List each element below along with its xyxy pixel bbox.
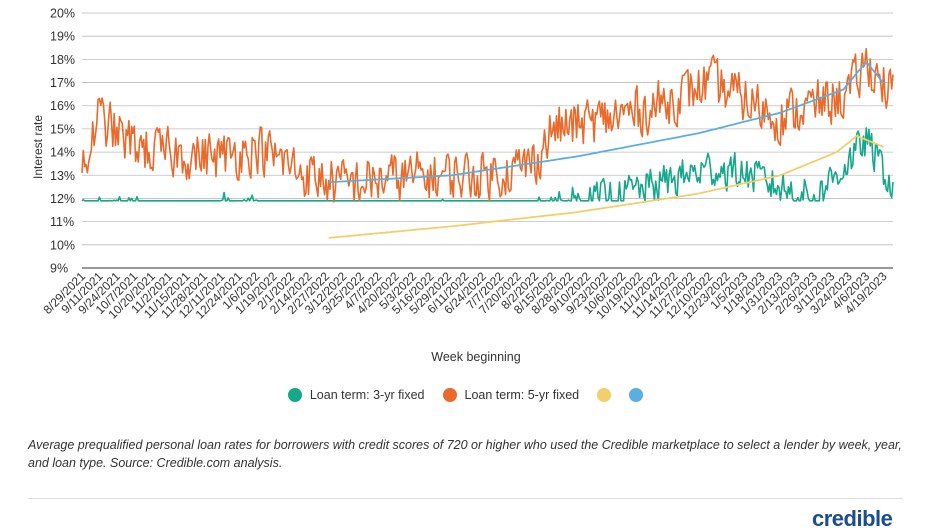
y-tick-labels: 9% 10% 11% 12% 13% 14% 15% 16% 17% 18% 19% 20% [50, 7, 75, 276]
legend-label-3yr: Loan term: 3-yr fixed [309, 388, 425, 402]
series-lines [81, 47, 894, 239]
y-tick-label: 18% [50, 53, 75, 67]
y-tick-label: 11% [50, 215, 74, 229]
series-line-1 [81, 127, 894, 202]
legend-swatch-3yr-trend [597, 388, 612, 402]
y-tick-label: 20% [50, 7, 75, 21]
y-tick-label: 17% [50, 76, 75, 90]
legend-item-3yr-trend[interactable] [597, 388, 612, 402]
chart-legend: Loan term: 3-yr fixed Loan term: 5-yr fi… [0, 388, 931, 402]
y-tick-label: 14% [50, 146, 75, 160]
y-axis-label: Interest rate [31, 115, 45, 179]
legend-item-5yr[interactable]: Loan term: 5-yr fixed [442, 388, 580, 402]
gridlines [82, 12, 893, 269]
legend-item-5yr-trend[interactable] [629, 388, 644, 402]
series-line-3 [328, 135, 884, 239]
y-tick-label: 10% [50, 238, 75, 252]
footer-divider [28, 498, 903, 499]
legend-swatch-5yr-trend [629, 388, 644, 402]
x-tick-labels: 8/29/20219/11/20219/24/202110/7/202110/2… [40, 269, 889, 322]
legend-item-3yr[interactable]: Loan term: 3-yr fixed [287, 388, 425, 402]
legend-swatch-3yr [287, 388, 302, 402]
credible-logo: credible [812, 506, 893, 531]
x-axis-label: Week beginning [431, 350, 520, 364]
legend-swatch-5yr [442, 388, 457, 402]
y-tick-label: 9% [50, 262, 68, 276]
series-line-2 [81, 47, 894, 203]
y-tick-label: 15% [50, 122, 75, 136]
y-tick-label: 13% [50, 169, 75, 183]
chart-caption: Average prequalified personal loan rates… [28, 438, 902, 470]
y-tick-label: 12% [50, 192, 75, 206]
legend-label-5yr: Loan term: 5-yr fixed [464, 388, 580, 402]
loan-rate-chart: 9% 10% 11% 12% 13% 14% 15% 16% 17% 18% 19% 20% 8/29… [31, 7, 894, 364]
y-tick-label: 16% [50, 99, 75, 113]
series-line-4 [328, 62, 885, 184]
y-tick-label: 19% [50, 30, 75, 44]
